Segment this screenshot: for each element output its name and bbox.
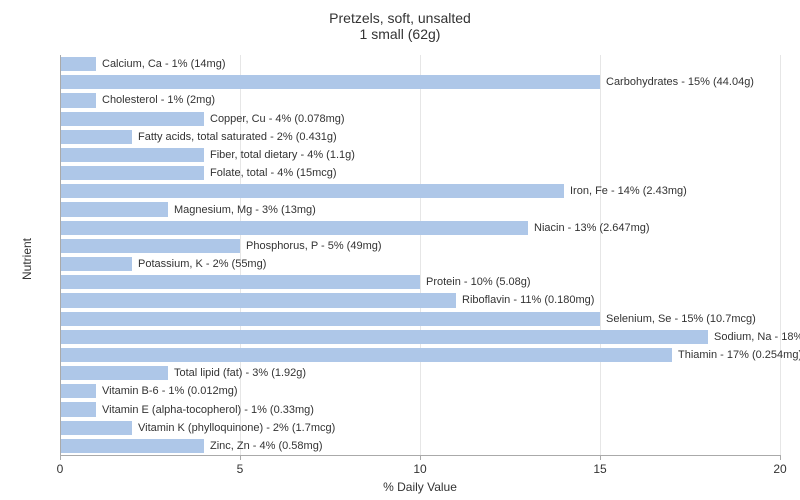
bar-row: Vitamin K (phylloquinone) - 2% (1.7mcg)	[60, 421, 780, 435]
bar-row: Thiamin - 17% (0.254mg)	[60, 348, 780, 362]
bar	[60, 130, 132, 144]
bar-row: Selenium, Se - 15% (10.7mcg)	[60, 312, 780, 326]
bar-row: Carbohydrates - 15% (44.04g)	[60, 75, 780, 89]
x-axis-label: % Daily Value	[383, 480, 457, 494]
bar-row: Sodium, Na - 18% (428mg)	[60, 330, 780, 344]
bar-row: Magnesium, Mg - 3% (13mg)	[60, 202, 780, 216]
bar-label: Vitamin B-6 - 1% (0.012mg)	[102, 385, 238, 397]
y-axis-label: Nutrient	[20, 238, 34, 280]
bar	[60, 184, 564, 198]
bar-label: Thiamin - 17% (0.254mg)	[678, 349, 800, 361]
x-tick-label: 5	[237, 462, 244, 476]
bar	[60, 257, 132, 271]
bar-label: Iron, Fe - 14% (2.43mg)	[570, 185, 687, 197]
bar	[60, 366, 168, 380]
x-tick-label: 0	[57, 462, 64, 476]
x-tick	[780, 455, 781, 460]
chart-title-line1: Pretzels, soft, unsalted	[0, 10, 800, 26]
bar-label: Copper, Cu - 4% (0.078mg)	[210, 113, 345, 125]
bar-label: Folate, total - 4% (15mcg)	[210, 167, 337, 179]
bar	[60, 75, 600, 89]
bar-row: Calcium, Ca - 1% (14mg)	[60, 57, 780, 71]
bar-label: Selenium, Se - 15% (10.7mcg)	[606, 313, 756, 325]
grid-line	[780, 55, 781, 455]
bar-row: Total lipid (fat) - 3% (1.92g)	[60, 366, 780, 380]
y-axis-line	[60, 55, 61, 455]
bar	[60, 312, 600, 326]
bar-row: Cholesterol - 1% (2mg)	[60, 93, 780, 107]
nutrient-chart: Pretzels, soft, unsalted 1 small (62g) 0…	[0, 0, 800, 500]
bar-row: Vitamin B-6 - 1% (0.012mg)	[60, 384, 780, 398]
bar-label: Fatty acids, total saturated - 2% (0.431…	[138, 131, 337, 143]
chart-title-line2: 1 small (62g)	[0, 26, 800, 42]
bar-row: Iron, Fe - 14% (2.43mg)	[60, 184, 780, 198]
bar-label: Total lipid (fat) - 3% (1.92g)	[174, 367, 306, 379]
bar-label: Protein - 10% (5.08g)	[426, 276, 531, 288]
bar-label: Riboflavin - 11% (0.180mg)	[462, 294, 594, 306]
bar-label: Sodium, Na - 18% (428mg)	[714, 331, 800, 343]
bar	[60, 166, 204, 180]
bar	[60, 439, 204, 453]
bar-label: Magnesium, Mg - 3% (13mg)	[174, 204, 316, 216]
bar	[60, 293, 456, 307]
bar	[60, 275, 420, 289]
bar	[60, 148, 204, 162]
bar	[60, 330, 708, 344]
bar-row: Phosphorus, P - 5% (49mg)	[60, 239, 780, 253]
bar-label: Zinc, Zn - 4% (0.58mg)	[210, 440, 322, 452]
x-tick-label: 20	[773, 462, 786, 476]
bar-row: Copper, Cu - 4% (0.078mg)	[60, 112, 780, 126]
bar	[60, 348, 672, 362]
x-tick-label: 15	[593, 462, 606, 476]
bar-label: Carbohydrates - 15% (44.04g)	[606, 76, 754, 88]
bar-label: Vitamin E (alpha-tocopherol) - 1% (0.33m…	[102, 404, 314, 416]
chart-title: Pretzels, soft, unsalted 1 small (62g)	[0, 10, 800, 42]
bar-row: Niacin - 13% (2.647mg)	[60, 221, 780, 235]
plot-area: 05101520Calcium, Ca - 1% (14mg)Carbohydr…	[60, 55, 780, 455]
bar-label: Niacin - 13% (2.647mg)	[534, 222, 650, 234]
bar-row: Protein - 10% (5.08g)	[60, 275, 780, 289]
bar-label: Fiber, total dietary - 4% (1.1g)	[210, 149, 355, 161]
bar	[60, 93, 96, 107]
bar-row: Fiber, total dietary - 4% (1.1g)	[60, 148, 780, 162]
bar	[60, 402, 96, 416]
bar-row: Vitamin E (alpha-tocopherol) - 1% (0.33m…	[60, 402, 780, 416]
bar-label: Vitamin K (phylloquinone) - 2% (1.7mcg)	[138, 422, 335, 434]
bar	[60, 421, 132, 435]
bar-row: Fatty acids, total saturated - 2% (0.431…	[60, 130, 780, 144]
bar	[60, 239, 240, 253]
bar	[60, 221, 528, 235]
bar	[60, 202, 168, 216]
bar-label: Cholesterol - 1% (2mg)	[102, 94, 215, 106]
bar	[60, 384, 96, 398]
bar-row: Zinc, Zn - 4% (0.58mg)	[60, 439, 780, 453]
x-tick-label: 10	[413, 462, 426, 476]
bar	[60, 57, 96, 71]
bar-label: Calcium, Ca - 1% (14mg)	[102, 58, 225, 70]
bar-label: Potassium, K - 2% (55mg)	[138, 258, 266, 270]
bar-label: Phosphorus, P - 5% (49mg)	[246, 240, 382, 252]
bar-row: Folate, total - 4% (15mcg)	[60, 166, 780, 180]
bar-row: Potassium, K - 2% (55mg)	[60, 257, 780, 271]
bar	[60, 112, 204, 126]
bar-row: Riboflavin - 11% (0.180mg)	[60, 293, 780, 307]
x-axis-line	[60, 455, 780, 456]
